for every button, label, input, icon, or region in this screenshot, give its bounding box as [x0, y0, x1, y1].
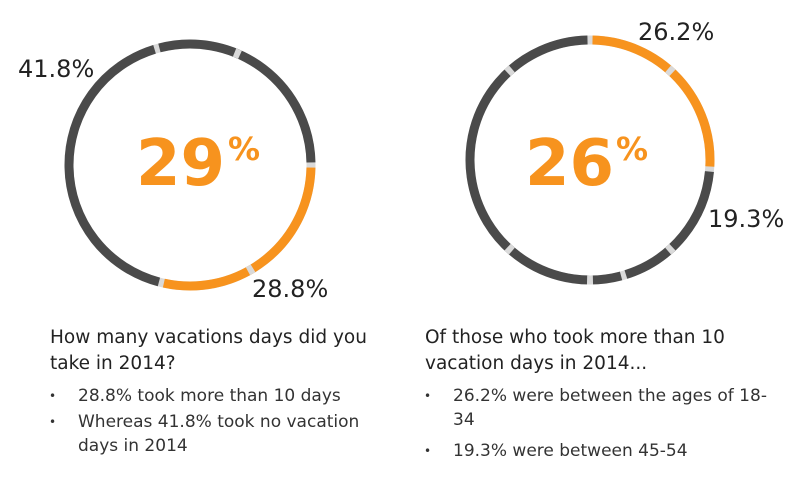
donut-slice-2 [64, 45, 161, 287]
donut-chart-right [465, 35, 715, 285]
bullet-text: 19.3% were between 45-54 [453, 441, 688, 461]
donut-divider-4 [504, 243, 515, 255]
list-item: • 26.2% were between the ages of 18-34 [422, 384, 772, 432]
donut-charts: 29 % 26 % 28.8% 41.8% 26.2% 19.3% [18, 18, 784, 303]
donut-chart-left [64, 39, 316, 291]
donut-divider-2 [665, 65, 676, 77]
center-value-right: 26 [525, 127, 614, 201]
bullet-list-left: • 28.8% took more than 10 days • Whereas 4… [47, 384, 377, 460]
chart-title-right: Of those who took more than 10 vacation … [425, 327, 725, 374]
donut-divider-2 [245, 264, 256, 276]
slice-label-right-orange: 26.2% [638, 18, 714, 46]
list-item: • 19.3% were between 45-54 [422, 439, 772, 463]
list-item: • Whereas 41.8% took no vacation days in … [47, 410, 377, 458]
bullet-text: 26.2% were between the ages of 18-34 [453, 386, 767, 430]
donut-divider-3 [665, 243, 676, 255]
slice-label-right-dark: 19.3% [708, 205, 784, 233]
bullet-list-right: • 26.2% were between the ages of 18-34 • 1… [422, 384, 772, 470]
bullet-dot-icon: • [424, 444, 432, 458]
donut-slice-3 [465, 35, 623, 285]
bullet-dot-icon: • [49, 415, 57, 429]
donut-slice-3 [158, 39, 316, 163]
donut-slice-2 [624, 171, 714, 279]
center-value-left: 29 [136, 127, 225, 201]
donut-divider-1 [504, 65, 515, 77]
center-unit-right: % [616, 130, 648, 168]
bullet-dot-icon: • [49, 389, 57, 403]
donut-slice-1 [592, 35, 715, 167]
bullet-dot-icon: • [424, 389, 432, 403]
list-item: • 28.8% took more than 10 days [47, 384, 377, 408]
slice-label-left-orange: 28.8% [252, 275, 328, 303]
bullet-text: Whereas 41.8% took no vacation days in 2… [78, 412, 360, 456]
donut-slice-1 [162, 167, 316, 291]
bullet-text: 28.8% took more than 10 days [78, 386, 341, 406]
chart-title-left: How many vacations days did you take in … [50, 327, 367, 374]
donut-divider-1 [232, 48, 242, 59]
center-unit-left: % [228, 130, 260, 168]
slice-label-left-dark: 41.8% [18, 55, 94, 83]
